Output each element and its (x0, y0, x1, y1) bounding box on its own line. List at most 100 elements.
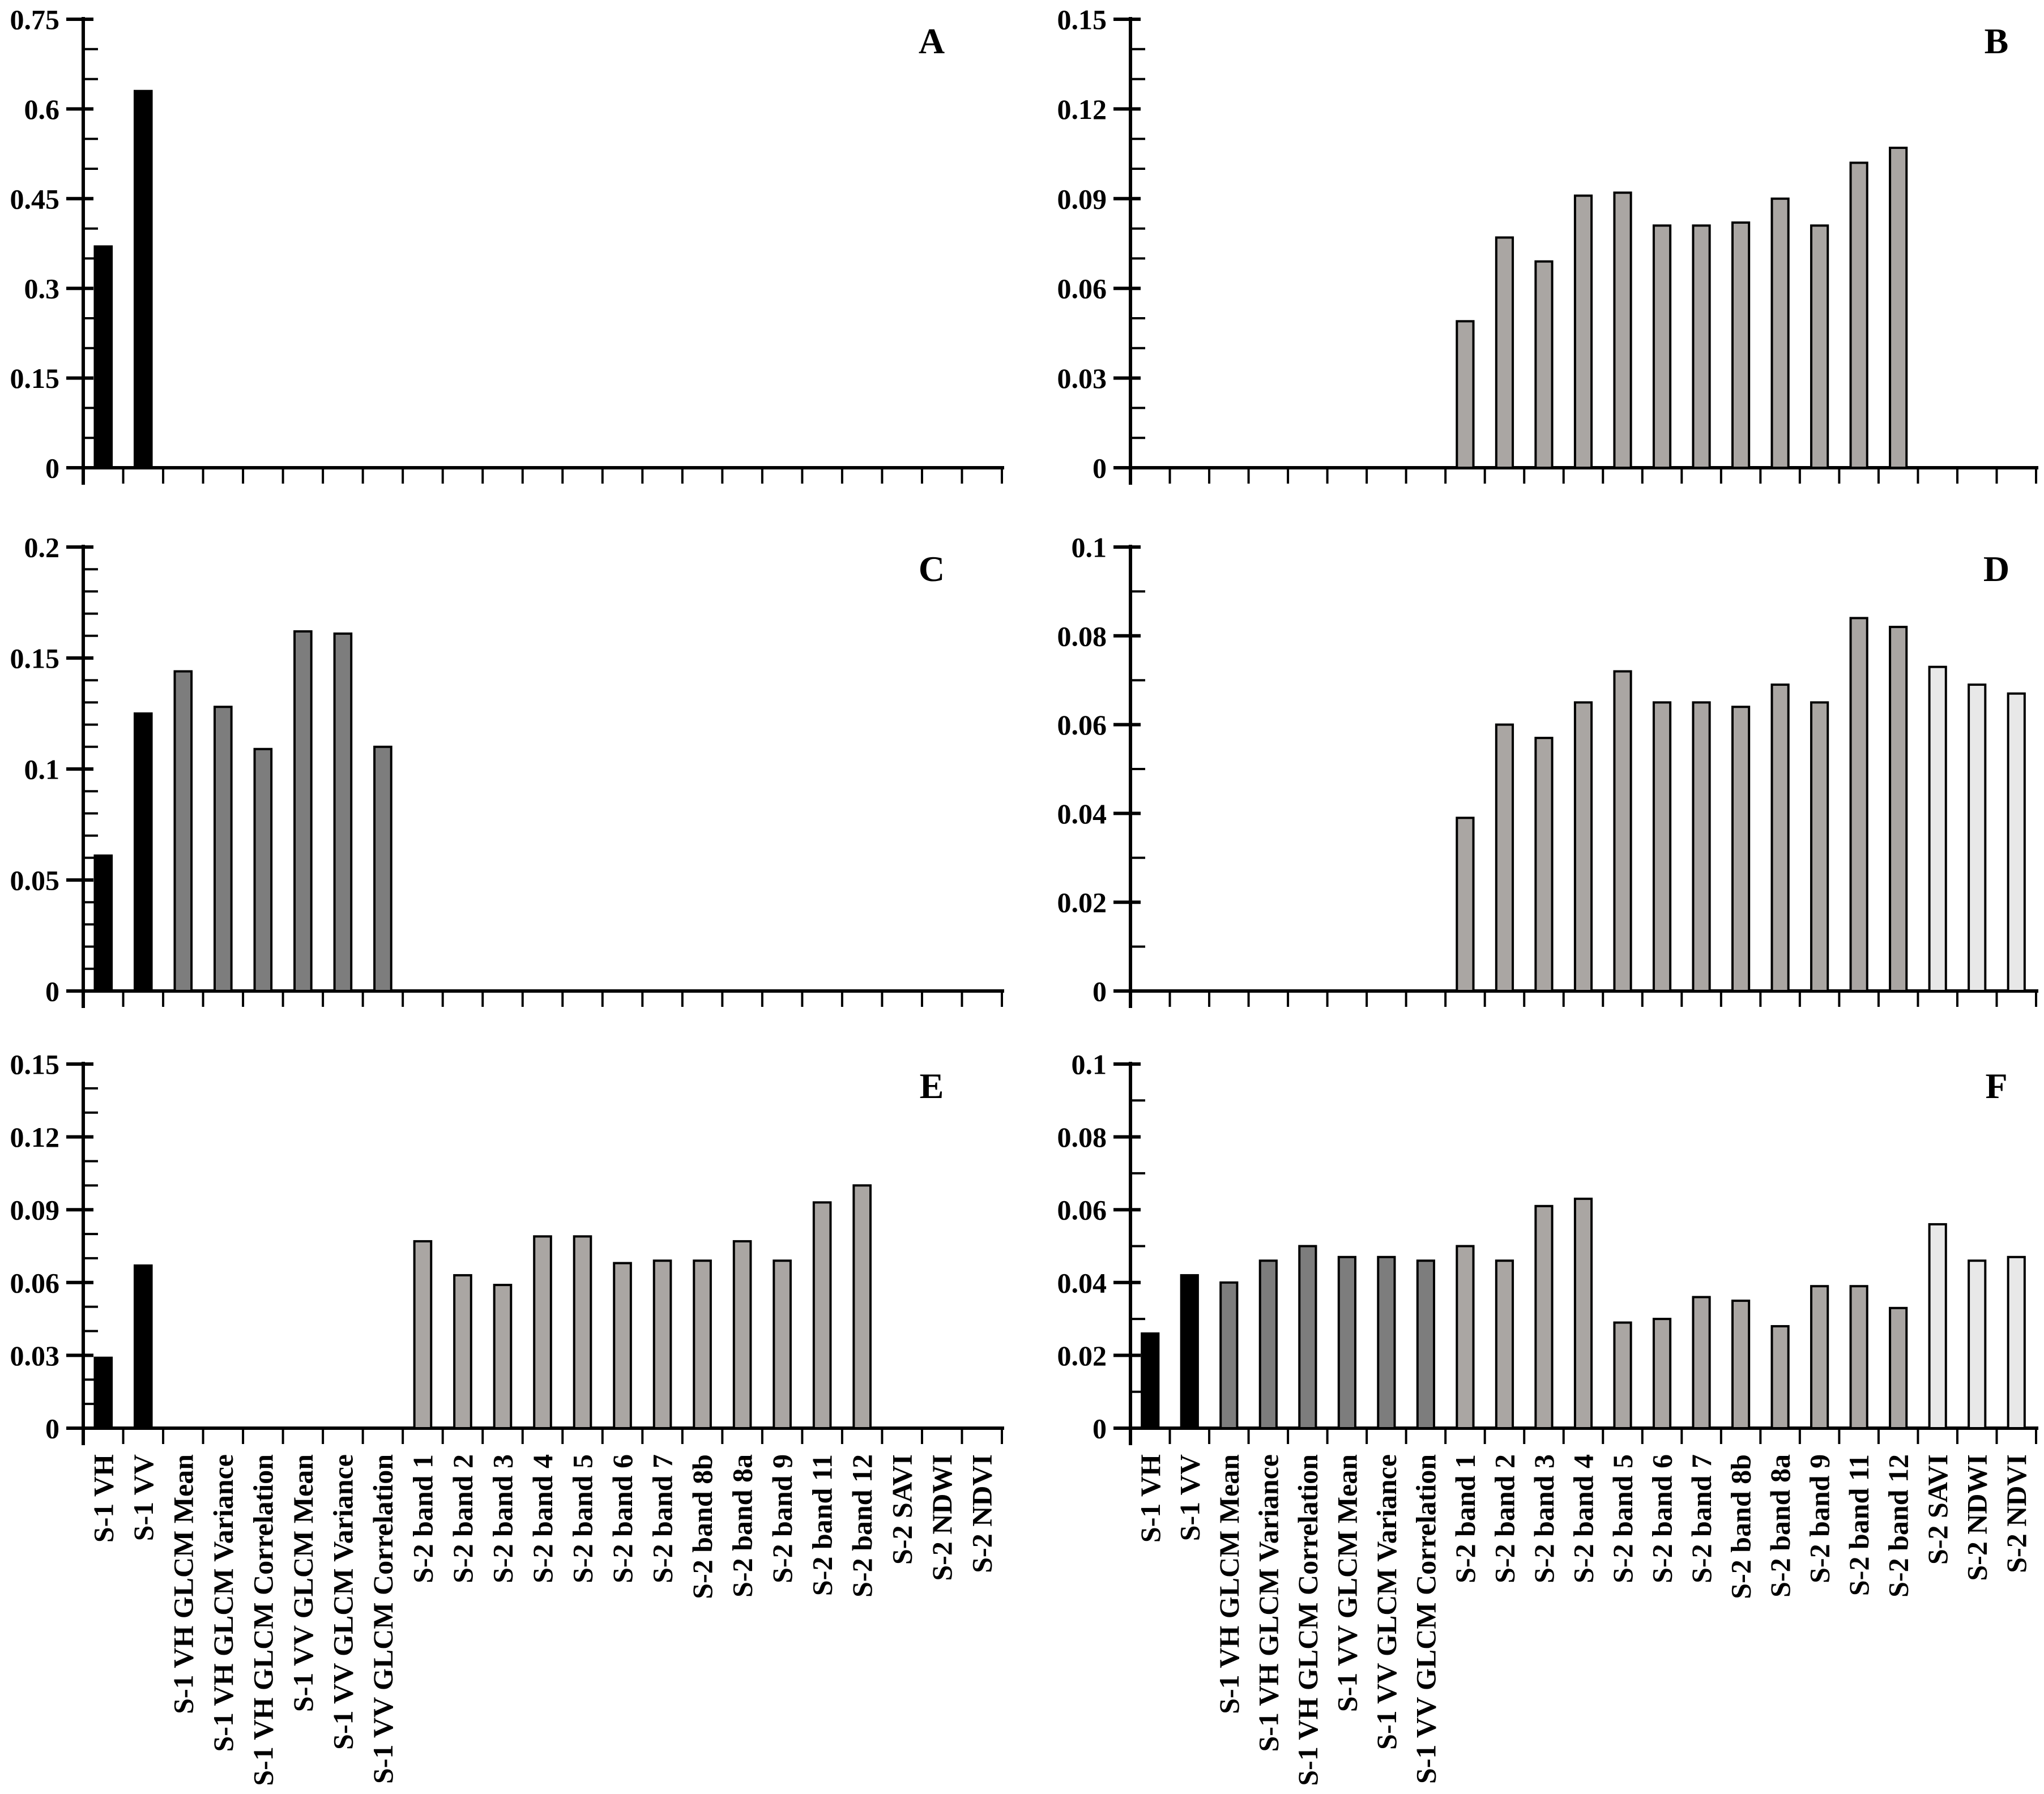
x-label-s-2-band-11: S-2 band 11 (806, 1454, 838, 1596)
bar-D-s-2-band-7 (1692, 701, 1711, 993)
y-tick-label: 0.75 (10, 4, 60, 36)
x-label-s-1-vh-glcm-mean: S-1 VH GLCM Mean (1213, 1454, 1245, 1714)
panel-E-y-ticks: 0 0.03 0.06 0.09 0.12 0.15 (10, 1049, 98, 1445)
y-tick-label: 0.06 (1057, 273, 1107, 305)
y-tick-label: 0 (1093, 452, 1107, 484)
y-tick-label: 0.04 (1057, 798, 1107, 830)
x-label-s-2-ndwi: S-2 NDWI (1961, 1454, 1993, 1581)
bar-F-s-1-vv-glcm-mean (1337, 1255, 1356, 1430)
bar-D-s-2-band-12 (1889, 626, 1908, 992)
panel-A-bars (93, 89, 153, 469)
panel-A: 0 0.15 0.3 0.45 0.6 0.75 A (10, 4, 1004, 485)
x-label-s-2-band-6: S-2 band 6 (607, 1454, 638, 1583)
x-label-s-2-band-4: S-2 band 4 (1568, 1454, 1599, 1583)
panel-F-x-ticks (1129, 1428, 2037, 1444)
bar-F-s-2-band-4 (1573, 1197, 1593, 1429)
bar-B-s-2-band-11 (1849, 161, 1868, 469)
x-label-s-1-vv-glcm-mean: S-1 VV GLCM Mean (1331, 1454, 1363, 1712)
panel-letter-E: E (920, 1066, 944, 1106)
bar-E-s-2-band-3 (493, 1284, 513, 1429)
bar-F-s-1-vv-glcm-variance (1377, 1255, 1396, 1430)
y-tick-label: 0.3 (24, 273, 60, 305)
x-label-s-2-band-4: S-2 band 4 (527, 1454, 558, 1583)
x-label-s-1-vh-glcm-variance: S-1 VH GLCM Variance (1252, 1454, 1284, 1752)
bar-D-s-2-band-8a (1770, 684, 1790, 993)
bar-E-s-1-vv (133, 1264, 153, 1429)
panel-A-x-ticks (82, 468, 1003, 484)
bar-D-s-2-ndvi (2007, 692, 2026, 992)
panel-D-bars (1456, 617, 2026, 993)
x-label-s-2-band-8b: S-2 band 8b (1725, 1454, 1757, 1599)
y-tick-label: 0.45 (10, 183, 60, 215)
x-label-s-1-vh-glcm-mean: S-1 VH GLCM Mean (167, 1454, 199, 1714)
bar-D-s-2-ndwi (1968, 684, 1987, 993)
y-tick-label: 0.09 (1057, 183, 1107, 215)
panel-B-x-ticks (1129, 468, 2037, 484)
y-tick-label: 0.2 (24, 532, 60, 563)
y-tick-label: 0.15 (10, 643, 60, 674)
bar-E-s-2-band-7 (652, 1259, 672, 1429)
bar-B-s-2-band-7 (1692, 224, 1711, 469)
x-label-s-2-band-11: S-2 band 11 (1843, 1454, 1875, 1596)
bar-F-s-2-band-12 (1889, 1306, 1908, 1430)
bar-F-s-1-vh-glcm-correlation (1298, 1245, 1317, 1429)
bar-A-s-1-vv (133, 89, 153, 469)
x-label-s-1-vh: S-1 VH (1134, 1454, 1166, 1543)
bar-B-s-2-band-1 (1456, 320, 1475, 469)
bar-F-s-2-band-6 (1652, 1318, 1672, 1430)
bar-F-s-2-band-9 (1810, 1285, 1829, 1429)
panel-C-bars (93, 630, 392, 993)
x-label-s-2-band-5: S-2 band 5 (567, 1454, 599, 1583)
bar-A-s-1-vh (93, 245, 113, 469)
y-tick-label: 0.15 (10, 1049, 60, 1080)
bar-E-s-1-vh (93, 1356, 113, 1430)
panel-C-y-ticks: 0 0.05 0.1 0.15 0.2 (10, 532, 98, 1007)
y-tick-label: 0.06 (10, 1267, 60, 1298)
panel-D-x-ticks (1129, 991, 2037, 1007)
bar-D-s-2-band-8b (1731, 706, 1751, 992)
x-label-s-1-vv-glcm-mean: S-1 VV GLCM Mean (287, 1454, 319, 1712)
x-label-s-2-band-8a: S-2 band 8a (727, 1454, 758, 1597)
bar-B-s-2-band-8b (1731, 221, 1751, 469)
bar-F-s-2-band-1 (1456, 1245, 1475, 1429)
y-tick-label: 0.1 (24, 754, 60, 785)
x-label-s-1-vh-glcm-correlation: S-1 VH GLCM Correlation (247, 1454, 279, 1786)
y-tick-label: 0.6 (24, 93, 60, 125)
bar-C-s-1-vv-glcm-correlation (373, 745, 392, 993)
bar-F-s-2-band-11 (1849, 1285, 1868, 1429)
bar-D-s-2-band-6 (1652, 701, 1672, 993)
panel-F: 0 0.02 0.04 0.06 0.08 0.1 F S-1 VH S-1 VV S-1 VH … (1057, 1049, 2038, 1786)
bar-B-s-2-band-8a (1770, 197, 1790, 469)
bar-F-s-2-band-5 (1613, 1321, 1632, 1430)
panel-D-y-ticks: 0 0.02 0.04 0.06 0.08 0.1 (1057, 532, 1145, 1007)
y-tick-label: 0 (45, 976, 59, 1007)
y-tick-label: 0.06 (1057, 1194, 1107, 1226)
x-label-s-2-band-12: S-2 band 12 (1883, 1454, 1914, 1597)
bar-D-s-2-band-5 (1613, 670, 1632, 992)
y-tick-label: 0.12 (10, 1121, 60, 1153)
bar-B-s-2-band-4 (1573, 194, 1593, 469)
x-label-s-1-vv-glcm-correlation: S-1 VV GLCM Correlation (367, 1454, 399, 1784)
y-tick-label: 0 (1093, 976, 1107, 1007)
bar-D-s-2-band-2 (1495, 723, 1514, 992)
x-label-s-1-vv-glcm-variance: S-1 VV GLCM Variance (327, 1454, 359, 1750)
bar-D-s-2-band-4 (1573, 701, 1593, 993)
bar-F-s-1-vv (1180, 1274, 1199, 1429)
x-label-s-2-band-8a: S-2 band 8a (1764, 1454, 1796, 1597)
x-label-s-1-vv: S-1 VV (1174, 1454, 1205, 1541)
y-tick-label: 0.02 (1057, 1340, 1107, 1372)
x-label-s-2-band-5: S-2 band 5 (1607, 1454, 1638, 1583)
bar-F-s-2-band-7 (1692, 1296, 1711, 1430)
x-label-s-1-vh-glcm-correlation: S-1 VH GLCM Correlation (1292, 1454, 1324, 1786)
bar-E-s-2-band-11 (812, 1201, 832, 1430)
panel-B-bars (1456, 147, 1908, 469)
x-label-s-1-vv: S-1 VV (127, 1454, 159, 1541)
panel-C-x-ticks (82, 991, 1003, 1007)
bar-B-s-2-band-6 (1652, 224, 1672, 469)
x-label-s-2-savi: S-2 SAVI (886, 1454, 918, 1565)
y-tick-label: 0.1 (1072, 1049, 1107, 1080)
panel-C-axes (82, 545, 1004, 1008)
bar-B-s-2-band-5 (1613, 191, 1632, 469)
